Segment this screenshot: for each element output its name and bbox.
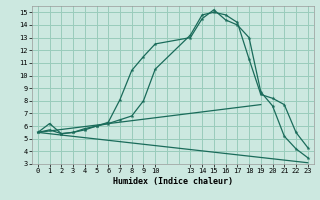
X-axis label: Humidex (Indice chaleur): Humidex (Indice chaleur) [113, 177, 233, 186]
